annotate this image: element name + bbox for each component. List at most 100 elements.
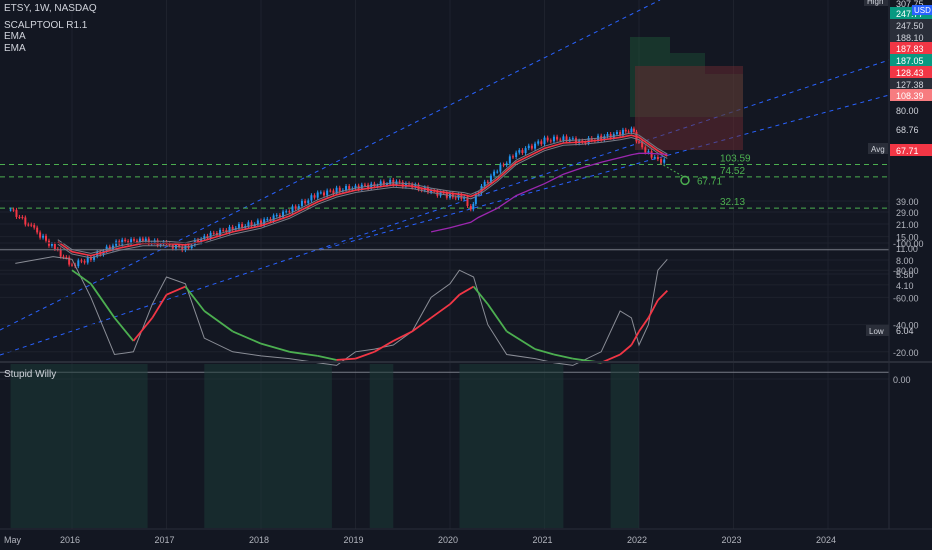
candle-body [354,185,357,189]
price-tick-label: 39.00 [896,197,919,207]
candle-body [65,257,68,259]
candle-body [178,244,181,247]
candle-body [562,136,565,141]
osc-slow-segment [373,340,394,353]
candle-body [489,175,492,183]
price-tag-label: 67.71 [896,146,919,156]
candle-body [606,134,609,137]
price-tag-bg [890,31,932,43]
candle-body [42,235,45,238]
candle-body [219,229,222,236]
candle-body [615,132,618,135]
indicator-scalptool[interactable]: SCALPTOOL R1.1 [4,20,88,31]
ema-fast-line [57,134,668,257]
indicator-ema-1[interactable]: EMA [4,31,26,42]
osc-slow-segment [487,303,508,332]
target-marker [680,175,690,186]
candle-body [71,264,73,266]
oscillator-title[interactable]: Stupid Willy [4,369,57,380]
candle-body [627,131,630,133]
candle-body [474,193,477,204]
price-tag-bg [890,0,932,9]
candle-body [382,181,385,185]
candle-body [534,143,537,149]
ema-band-lower [57,136,668,259]
candle-body [36,227,39,233]
candle-body [524,148,527,154]
candle-body [515,152,518,157]
candle-body [21,217,24,219]
candle-body [499,164,502,172]
time-tick-label: 2024 [816,535,836,545]
candle-body [430,190,433,193]
oscillator-axis[interactable]: 0.00 -20.00 -40.00 -60.00 -80.00 -100.00 [893,239,924,385]
candle-body [50,244,53,246]
candle-body [300,200,303,207]
candle-body [165,241,168,243]
candle-body [420,189,423,191]
osc-regime-band [10,364,148,528]
osc-fast-line [15,256,668,366]
candle-body [398,181,401,183]
candle-body [379,181,382,186]
indicator-ema-2[interactable]: EMA [4,43,26,54]
symbol-title[interactable]: ETSY, 1W, NASDAQ [4,3,97,14]
high-marker-bg [864,0,888,6]
candle-body [502,164,505,166]
channel-upper [0,0,661,331]
candle-body [323,192,325,196]
candle-body [656,157,659,160]
time-tick-label: 2022 [627,535,647,545]
candle-body [266,218,269,220]
candle-body [275,215,278,217]
osc-slow-segment [553,353,574,360]
candle-body [319,192,322,194]
candle-body [24,217,27,225]
candle-body [18,216,21,218]
candle-body [619,132,622,136]
candle-body [584,142,587,144]
osc-tick-label: 0.00 [893,375,911,385]
price-tag-label: 127.38 [896,80,924,90]
osc-slow-segment [657,289,668,301]
candle-body [241,224,244,228]
candle-body [12,209,15,211]
candle-body [93,256,96,260]
price-tag-bg [890,104,932,116]
candle-body [621,129,624,136]
osc-slow-segment [184,285,206,312]
candle-body [181,246,184,251]
candle-body [630,128,633,133]
candle-body [508,156,511,164]
candle-body [237,224,240,228]
candle-body [469,205,472,210]
candle-body [278,215,281,218]
candle-body [144,238,147,241]
candle-body [512,156,514,158]
price-tag-label: 108.39 [896,91,924,101]
channel-mid [319,94,890,251]
osc-slow-segment [151,294,168,319]
oscillator-pane [0,242,889,528]
osc-slow-segment [203,310,234,333]
osc-slow-segment [638,317,650,332]
price-tag-label: 247.77 [896,9,924,19]
price-tag-bg [890,123,932,135]
candle-body [571,138,574,140]
price-tag-label: 80.00 [896,106,919,116]
candle-body [288,211,291,213]
candle-body [80,260,83,262]
time-axis[interactable]: May 2016 2017 2018 2019 2020 2021 2022 2023 2024 [4,535,836,545]
candle-body [222,229,225,231]
time-tick-label: 2023 [722,535,742,545]
candle-body [376,185,379,187]
price-tick-label: 15.00 [896,233,919,243]
candle-body [121,239,124,245]
candle-body [15,209,18,217]
candle-body [389,179,392,185]
osc-slow-segment [506,330,536,350]
candle-body [348,186,351,190]
